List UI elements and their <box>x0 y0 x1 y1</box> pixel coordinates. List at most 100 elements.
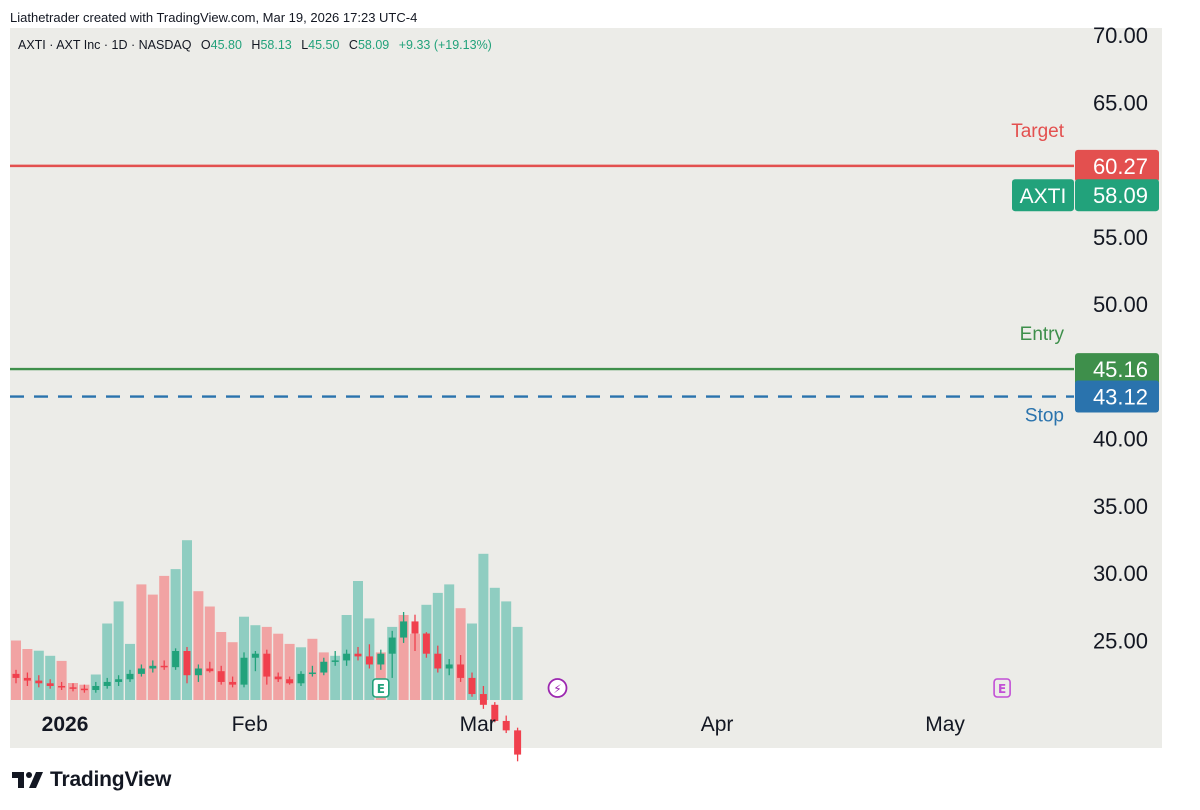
close-label: C <box>348 38 358 52</box>
volume-bar <box>159 575 170 700</box>
volume-bar <box>467 623 477 700</box>
target-price-tag <box>1075 149 1159 182</box>
candle-body <box>320 661 328 673</box>
volume-bar <box>56 660 67 700</box>
candle-body <box>331 660 339 662</box>
candle-body <box>377 653 385 665</box>
candle-body <box>194 668 202 676</box>
volume-bar <box>375 652 386 700</box>
tradingview-logo-text: TradingView <box>50 768 172 791</box>
y-tick-label: 65.00 <box>1093 90 1148 115</box>
open-value: 45.80 <box>210 38 242 52</box>
symbol-legend: AXTI · AXT Inc · 1D · NASDAQ O45.80 H58.… <box>18 38 492 52</box>
candle-body <box>206 668 214 672</box>
open-label: O <box>200 38 211 52</box>
entry-label: Entry <box>1020 324 1065 345</box>
symbol-name[interactable]: AXTI · AXT Inc · 1D · NASDAQ <box>18 38 192 52</box>
stop-price-tag <box>1075 380 1159 413</box>
candle-body <box>343 653 351 661</box>
candle-body <box>263 653 271 677</box>
stop-price-value: 43.12 <box>1093 385 1148 410</box>
candle-body <box>491 704 499 721</box>
y-tick-label: 40.00 <box>1093 427 1148 452</box>
candle-body <box>92 685 100 691</box>
entry-price-value: 45.16 <box>1093 357 1148 382</box>
x-tick-label: Mar <box>460 713 496 736</box>
candle-body <box>23 677 31 681</box>
candle-body <box>183 651 191 676</box>
volume-bar <box>170 569 181 700</box>
entry-price-tag <box>1075 353 1159 386</box>
last-price-value: 58.09 <box>1093 183 1148 208</box>
y-tick-label: 70.00 <box>1093 23 1148 48</box>
volume-bar <box>45 655 56 700</box>
volume-bar <box>102 623 113 700</box>
stop-label: Stop <box>1025 406 1064 427</box>
candle-body <box>400 621 408 638</box>
volume-bar <box>410 633 420 700</box>
candle-body <box>229 681 237 685</box>
y-tick-label: 55.00 <box>1093 225 1148 250</box>
x-tick-label: Apr <box>701 713 734 736</box>
dividend-icon <box>547 678 568 698</box>
volume-bar <box>227 642 238 700</box>
low-label: L <box>301 38 309 52</box>
candle-body <box>46 683 54 686</box>
tradingview-logo[interactable]: TradingView <box>12 768 171 792</box>
y-tick-label: 30.00 <box>1093 561 1148 586</box>
candles <box>12 612 522 762</box>
candle-body <box>251 653 259 658</box>
candle-body <box>308 672 316 675</box>
volume-bar <box>204 606 215 700</box>
candle-body <box>479 694 487 705</box>
dividend-marker: ⚡ <box>547 678 568 698</box>
volume-bar <box>330 655 341 700</box>
high-label: H <box>251 38 261 52</box>
y-tick-label: 35.00 <box>1093 494 1148 519</box>
volume-bar <box>273 633 284 700</box>
x-tick-label: 2026 <box>42 713 89 736</box>
earnings-marker: E <box>371 678 390 698</box>
candle-body <box>12 673 20 678</box>
volume-bar <box>136 584 147 700</box>
target-price-value: 60.27 <box>1093 154 1148 179</box>
candle-body <box>434 653 442 669</box>
last-price-tag <box>1075 179 1159 212</box>
earnings-future-marker: E <box>993 678 1011 698</box>
tradingview-logo-icon <box>12 772 43 788</box>
symbol-tag <box>1012 179 1074 212</box>
candle-body <box>388 637 396 654</box>
candle-body <box>137 668 145 674</box>
volume-bar <box>147 594 158 700</box>
volume-bar <box>193 591 204 700</box>
candle-body <box>58 685 66 688</box>
candle-body <box>69 687 77 689</box>
chart-credit: Liathetrader created with TradingView.co… <box>10 10 418 25</box>
candle-body <box>35 680 43 684</box>
candle-body <box>172 651 180 668</box>
volume-bar <box>284 643 295 700</box>
symbol-tag-text: AXTI <box>1020 185 1067 208</box>
candle-body <box>217 671 225 682</box>
target-label: Target <box>1011 121 1065 142</box>
candle-body <box>502 720 510 731</box>
volume-bar <box>455 608 466 700</box>
candle-body <box>240 657 248 685</box>
x-tick-label: May <box>925 713 965 736</box>
candle-body <box>115 679 123 682</box>
marker-letter: E <box>377 682 385 696</box>
candle-body <box>422 633 430 654</box>
volume-bar <box>68 683 78 700</box>
candle-body <box>514 730 522 755</box>
y-tick-label: 50.00 <box>1093 292 1148 317</box>
volume-bar <box>398 615 409 700</box>
x-tick-label: Feb <box>232 713 268 736</box>
candle-body <box>365 656 373 665</box>
earnings-icon <box>993 678 1011 698</box>
low-value: 45.50 <box>308 38 340 52</box>
high-value: 58.13 <box>260 38 292 52</box>
marker-letter: ⚡ <box>553 682 561 696</box>
candle-body <box>80 688 88 691</box>
volume-bar <box>113 601 124 700</box>
